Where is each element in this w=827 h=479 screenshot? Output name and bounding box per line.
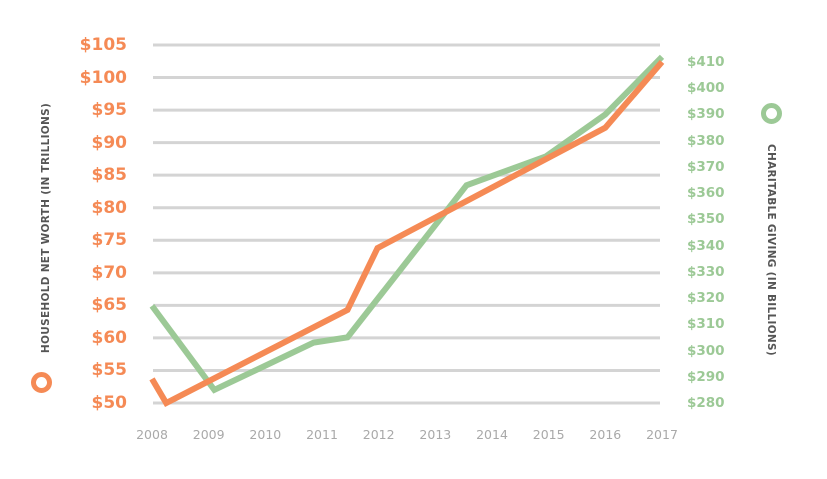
net-worth-legend-ring-icon xyxy=(31,372,52,393)
right-axis-tick: $340 xyxy=(687,237,725,254)
x-axis-tick: 2011 xyxy=(306,427,338,442)
series-lines xyxy=(149,54,665,407)
right-axis-tick: $360 xyxy=(687,185,725,202)
right-axis-label: CHARITABLE GIVING (IN BILLIONS) xyxy=(765,144,777,356)
x-axis-tick: 2012 xyxy=(362,427,395,442)
left-axis-tick: $80 xyxy=(91,197,128,218)
left-axis-tick: $90 xyxy=(91,132,128,153)
right-axis-tick: $280 xyxy=(687,395,725,411)
x-axis-tick: 2008 xyxy=(136,427,168,442)
charitable-giving-line xyxy=(149,54,665,394)
x-axis-tick: 2009 xyxy=(192,427,225,442)
right-axis-tick: $410 xyxy=(687,54,725,70)
x-axis-tick: 2014 xyxy=(476,427,508,442)
right-axis-tick: $320 xyxy=(687,290,725,307)
x-axis-tick: 2015 xyxy=(532,427,565,442)
x-axis-tick: 2010 xyxy=(249,427,282,442)
right-axis-tick: $400 xyxy=(687,80,725,97)
left-axis-tick: $105 xyxy=(79,35,127,55)
left-axis-tick: $85 xyxy=(91,165,128,186)
charitable-giving-legend-ring-icon xyxy=(761,103,782,124)
left-axis-tick: $50 xyxy=(91,393,128,413)
right-axis-tick: $330 xyxy=(687,263,725,280)
right-axis-tick: $350 xyxy=(687,211,725,228)
left-axis-tick: $55 xyxy=(91,360,128,381)
right-axis-tick: $290 xyxy=(687,368,725,385)
right-axis-tick: $310 xyxy=(687,316,725,333)
left-axis-tick: $100 xyxy=(79,67,127,88)
right-axis-tick: $390 xyxy=(687,106,725,123)
left-axis-tick: $65 xyxy=(91,295,128,316)
net-worth-line xyxy=(149,59,665,407)
left-axis-label: HOUSEHOLD NET WORTH (IN TRILLIONS) xyxy=(40,102,52,354)
right-axis-tick: $370 xyxy=(687,158,725,175)
x-axis-tick: 2013 xyxy=(419,427,452,442)
left-axis-tick: $60 xyxy=(91,327,128,348)
right-axis-tick: $300 xyxy=(687,342,725,359)
left-axis-tick: $75 xyxy=(91,230,128,251)
right-axis-tick: $380 xyxy=(687,132,725,149)
x-axis-tick: 2017 xyxy=(646,427,678,442)
grid-lines xyxy=(153,43,660,405)
x-axis-tick: 2016 xyxy=(589,427,622,442)
left-axis-tick: $95 xyxy=(91,100,128,121)
left-axis-tick: $70 xyxy=(91,262,128,283)
